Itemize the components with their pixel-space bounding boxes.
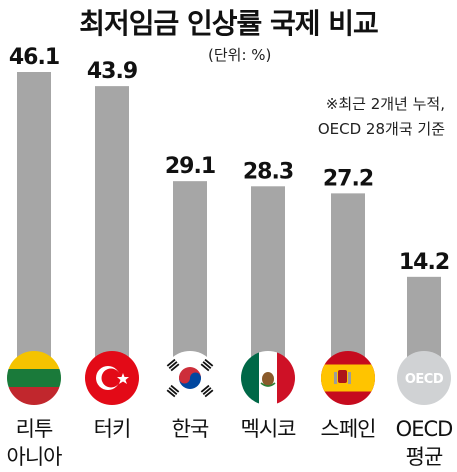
category-label: 리투 [16, 417, 53, 441]
data-label: 28.3 [243, 159, 293, 184]
category-label: 아니아 [7, 445, 63, 469]
note-line-2: OECD 28개국 기준 [317, 120, 445, 138]
bar [17, 72, 51, 368]
mexico-flag-icon [241, 351, 295, 405]
bar [251, 186, 285, 368]
data-label: 46.1 [9, 45, 59, 70]
chart-title: 최저임금 인상률 국제 비교 [79, 7, 379, 40]
data-label: 27.2 [323, 166, 373, 191]
category-label: 스페인 [321, 417, 376, 441]
note-line-1: ※최근 2개년 누적, [325, 95, 445, 113]
bar [331, 193, 365, 368]
data-label: 29.1 [165, 154, 215, 179]
bar [173, 181, 207, 368]
category-label: 한국 [172, 417, 209, 441]
korea-flag-icon [163, 351, 217, 405]
bar [95, 86, 129, 368]
oecd-logo-text: OECD [405, 372, 444, 387]
category-label: 멕시코 [241, 417, 297, 441]
category-label: OECD [396, 417, 453, 441]
data-label: 14.2 [399, 250, 449, 275]
oecd-logo-icon: OECD [397, 351, 451, 405]
category-label: 평균 [406, 445, 443, 469]
unit-label: (단위: %) [208, 46, 272, 64]
chart-note: ※최근 2개년 누적, OECD 28개국 기준 [318, 92, 445, 142]
data-label: 43.9 [87, 59, 137, 84]
lithuania-flag-icon [7, 351, 61, 405]
category-label: 터키 [94, 417, 131, 441]
spain-flag-icon [321, 351, 375, 405]
turkey-flag-icon [85, 351, 139, 405]
